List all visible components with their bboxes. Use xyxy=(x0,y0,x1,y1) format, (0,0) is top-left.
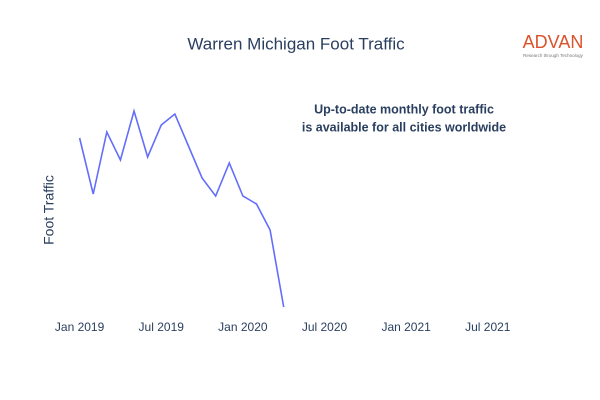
x-tick-label: Jan 2019 xyxy=(55,320,105,334)
annotation: Up-to-date monthly foot traffic xyxy=(314,102,494,116)
annotation: is available for all cities worldwide xyxy=(302,120,506,134)
x-tick-label: Jan 2021 xyxy=(381,320,431,334)
x-tick-label: Jan 2020 xyxy=(218,320,268,334)
line xyxy=(78,108,285,308)
logo: ADVAN xyxy=(523,32,584,52)
logo-tagline: Research through Technology xyxy=(523,53,583,58)
x-tick-label: Jul 2020 xyxy=(302,320,348,334)
chart-title: Warren Michigan Foot Traffic xyxy=(187,34,405,53)
y-axis-label: Foot Traffic xyxy=(41,175,57,245)
x-tick-label: Jul 2019 xyxy=(139,320,185,334)
x-tick-label: Jul 2021 xyxy=(465,320,511,334)
